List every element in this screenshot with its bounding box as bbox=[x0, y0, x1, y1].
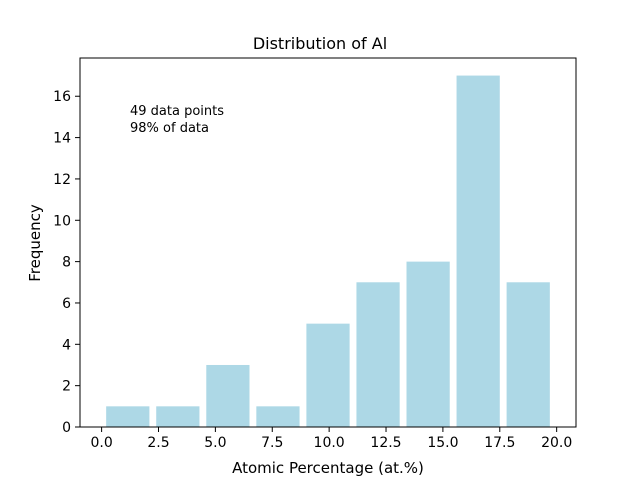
y-tick-label-5: 10 bbox=[53, 213, 71, 229]
bars-group bbox=[106, 75, 550, 427]
x-axis-ticks: 0.0 2.5 5.0 7.5 10.0 12.5 15.0 17.5 20.0 bbox=[90, 427, 572, 451]
x-tick-label-6: 15.0 bbox=[427, 435, 458, 451]
x-tick-label-3: 7.5 bbox=[261, 435, 283, 451]
y-axis-label: Frequency bbox=[26, 204, 44, 282]
y-tick-label-7: 14 bbox=[53, 131, 71, 147]
y-tick-label-6: 12 bbox=[53, 172, 71, 188]
x-tick-label-7: 17.5 bbox=[484, 435, 515, 451]
annotation-count: 49 data points bbox=[130, 104, 224, 119]
x-tick-label-1: 2.5 bbox=[147, 435, 169, 451]
bar-4 bbox=[306, 323, 350, 427]
bar-6 bbox=[406, 261, 450, 427]
bar-8 bbox=[506, 282, 550, 427]
x-tick-label-4: 10.0 bbox=[314, 435, 345, 451]
y-tick-label-0: 0 bbox=[62, 420, 71, 436]
y-tick-label-4: 8 bbox=[62, 255, 71, 271]
x-tick-label-8: 20.0 bbox=[541, 435, 572, 451]
y-tick-label-2: 4 bbox=[62, 337, 71, 353]
y-tick-label-1: 2 bbox=[62, 379, 71, 395]
y-axis-ticks: 0 2 4 6 8 10 12 14 16 bbox=[53, 89, 80, 436]
x-tick-label-2: 5.0 bbox=[204, 435, 226, 451]
y-tick-label-8: 16 bbox=[53, 89, 71, 105]
bar-2 bbox=[206, 364, 250, 427]
annotation-percent: 98% of data bbox=[130, 121, 209, 136]
x-axis-label: Atomic Percentage (at.%) bbox=[232, 459, 424, 477]
bar-0 bbox=[106, 406, 150, 427]
bar-3 bbox=[256, 406, 300, 427]
x-tick-label-0: 0.0 bbox=[90, 435, 112, 451]
chart-title: Distribution of Al bbox=[253, 34, 387, 53]
x-tick-label-5: 12.5 bbox=[370, 435, 401, 451]
bar-1 bbox=[156, 406, 200, 427]
bar-7 bbox=[456, 75, 500, 427]
y-tick-label-3: 6 bbox=[62, 296, 71, 312]
bar-5 bbox=[356, 282, 400, 427]
plot-frame bbox=[79, 57, 577, 428]
